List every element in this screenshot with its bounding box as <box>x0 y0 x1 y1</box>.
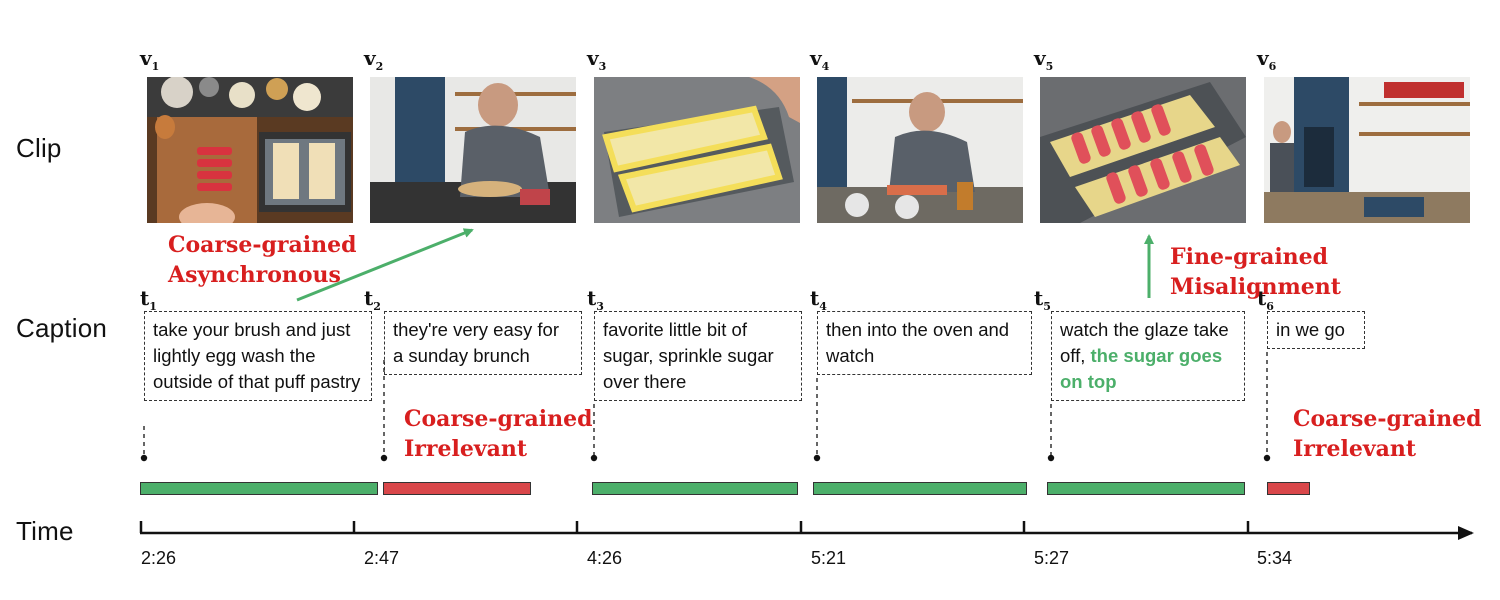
caption-label-t1: t1 <box>140 286 157 313</box>
clip-frame-v3 <box>594 77 800 223</box>
caption-t5-highlight: the sugar goes on top <box>1060 345 1223 392</box>
caption-label-t3: t3 <box>587 286 604 313</box>
clip-label-v3: v3 <box>587 46 607 73</box>
row-label-time: Time <box>16 516 74 546</box>
annotation-coarse-irrelevant-2: Coarse-grained Irrelevant <box>1293 406 1482 462</box>
clip-frame-v1 <box>147 77 353 223</box>
clip-frame-v2 <box>370 77 576 223</box>
caption-box-t4: then into the oven and watch <box>817 311 1032 375</box>
caption-t5-text: watch the glaze take off, <box>1060 319 1229 366</box>
alignment-bar-t3 <box>592 482 798 495</box>
time-tick-3: 5:21 <box>811 548 847 568</box>
alignment-bar-t6 <box>1267 482 1310 495</box>
caption-box-t2: they're very easy for a sunday brunch <box>384 311 582 375</box>
time-tick-0: 2:26 <box>141 548 177 568</box>
annotation-fine-misalignment: Fine-grained Misalignment <box>1170 244 1341 300</box>
row-label-clip: Clip <box>16 133 62 163</box>
annotation-coarse-irrelevant-1: Coarse-grained Irrelevant <box>404 406 593 462</box>
time-tick-2: 4:26 <box>587 548 623 568</box>
caption-connectors <box>143 352 1268 458</box>
caption-box-t5: watch the glaze take off, the sugar goes… <box>1051 311 1245 401</box>
caption-label-t5: t5 <box>1034 286 1051 313</box>
caption-label-t6: t6 <box>1257 286 1274 313</box>
clip-label-v1: v1 <box>140 46 160 73</box>
asynchronous-arrow <box>296 228 474 302</box>
annotation-coarse-asynchronous: Coarse-grained Asynchronous <box>168 232 357 288</box>
alignment-bar-t2 <box>383 482 531 495</box>
time-tick-4: 5:27 <box>1034 548 1070 568</box>
connector-dots <box>140 454 1271 462</box>
clip-frame-v4 <box>817 77 1023 223</box>
clip-frame-v6 <box>1264 77 1470 223</box>
time-tick-5: 5:34 <box>1257 548 1293 568</box>
alignment-bar-t1 <box>140 482 378 495</box>
alignment-bar-t4 <box>813 482 1027 495</box>
caption-label-t2: t2 <box>364 286 381 313</box>
caption-box-t6: in we go <box>1267 311 1365 349</box>
clip-label-v4: v4 <box>810 46 830 73</box>
clip-label-v6: v6 <box>1257 46 1277 73</box>
time-axis <box>139 521 1474 540</box>
caption-box-t1: take your brush and just lightly egg was… <box>144 311 372 401</box>
time-tick-1: 2:47 <box>364 548 400 568</box>
alignment-bar-t5 <box>1047 482 1245 495</box>
clip-label-v5: v5 <box>1034 46 1054 73</box>
clip-frame-v5 <box>1040 77 1246 223</box>
caption-box-t3: favorite little bit of sugar, sprinkle s… <box>594 311 802 401</box>
row-label-caption: Caption <box>16 313 108 343</box>
clip-label-v2: v2 <box>364 46 384 73</box>
caption-label-t4: t4 <box>810 286 827 313</box>
